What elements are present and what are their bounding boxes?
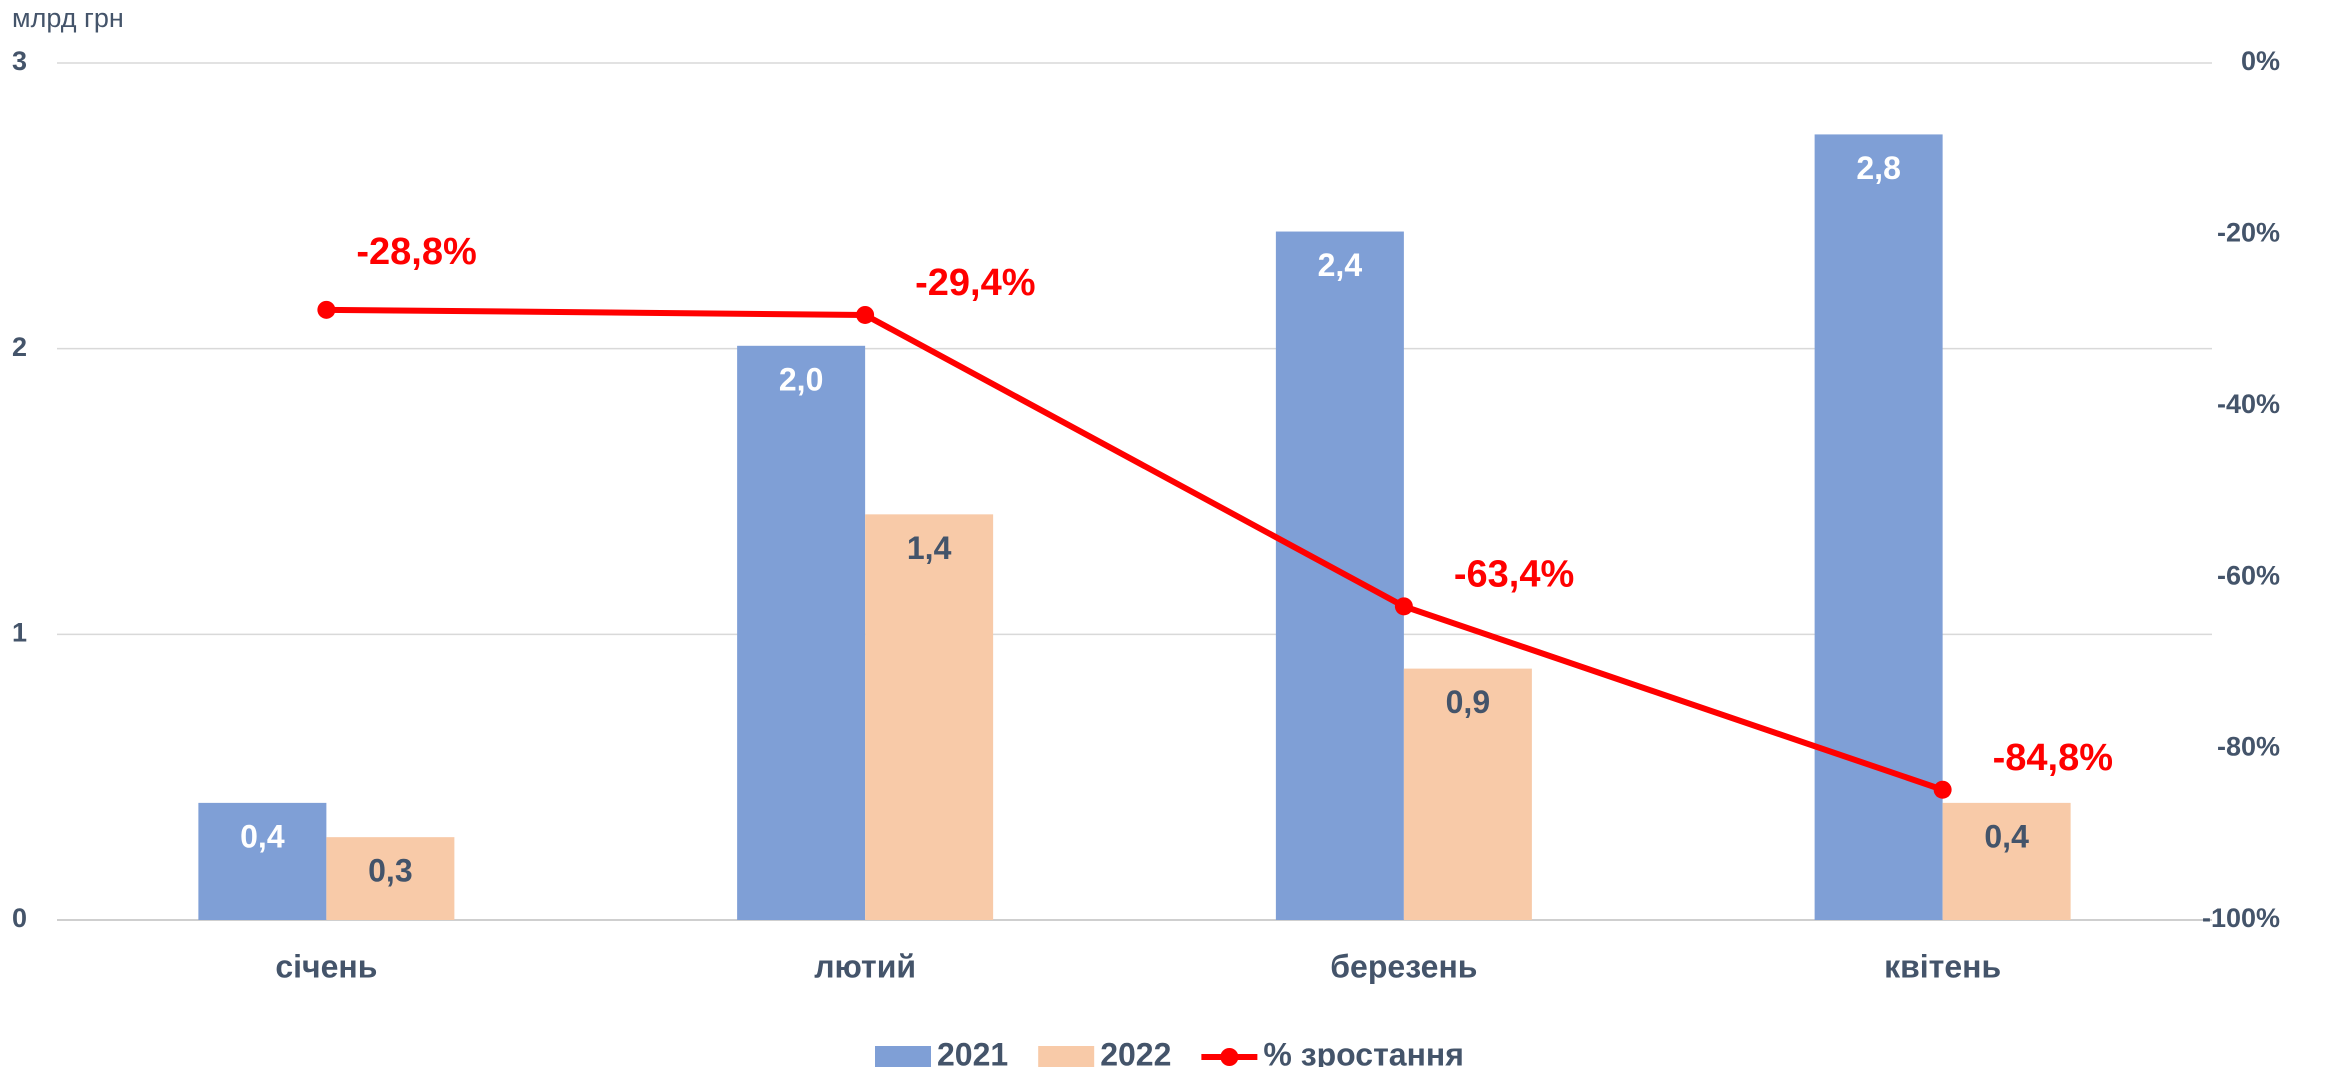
y2-tick-label: 0% xyxy=(2241,46,2280,76)
bar xyxy=(1403,668,1532,920)
legend-label: % зростання xyxy=(1263,1036,1464,1067)
bar xyxy=(1814,134,1943,920)
data-label: -28,8% xyxy=(356,231,476,273)
legend-swatch xyxy=(1038,1046,1095,1067)
data-label: -29,4% xyxy=(915,262,1035,304)
y2-tick-label: -60% xyxy=(2217,560,2280,590)
bar xyxy=(198,802,327,920)
y-tick-label: 0 xyxy=(12,903,27,933)
y-tick-label: 3 xyxy=(12,46,27,76)
line-point xyxy=(856,305,875,324)
y2-tick-label: -80% xyxy=(2217,732,2280,762)
data-label: 1,4 xyxy=(907,530,952,566)
data-label: 2,8 xyxy=(1856,150,1900,186)
line-point xyxy=(1933,780,1952,799)
bar xyxy=(1275,231,1404,920)
data-label: 2,4 xyxy=(1318,247,1363,283)
y2-tick-label: -20% xyxy=(2217,218,2280,248)
y2-tick-label: -100% xyxy=(2202,903,2280,933)
legend-swatch xyxy=(1220,1048,1239,1066)
bar xyxy=(865,514,994,920)
data-label: 0,3 xyxy=(368,853,412,889)
legend-label: 2021 xyxy=(937,1036,1008,1067)
line-point xyxy=(1394,597,1413,616)
y2-tick-label: -40% xyxy=(2217,389,2280,419)
data-label: 0,4 xyxy=(240,818,285,854)
bar xyxy=(1942,802,2071,920)
x-tick-label: березень xyxy=(1330,948,1477,984)
y-tick-label: 1 xyxy=(12,617,27,647)
y-tick-label: 2 xyxy=(12,332,27,362)
data-label: 0,9 xyxy=(1446,684,1490,720)
bar xyxy=(326,837,455,920)
data-label: -84,8% xyxy=(1993,737,2113,779)
line-point xyxy=(317,300,336,319)
data-label: 0,4 xyxy=(1984,818,2029,854)
x-tick-label: лютий xyxy=(814,948,916,984)
data-label: -63,4% xyxy=(1454,553,1574,595)
y-axis-label: млрд грн xyxy=(12,3,124,33)
bar xyxy=(737,345,866,920)
legend-swatch xyxy=(875,1046,931,1067)
legend-label: 2022 xyxy=(1100,1036,1171,1067)
x-tick-label: січень xyxy=(275,948,377,984)
x-tick-label: квітень xyxy=(1884,948,2001,984)
line xyxy=(326,306,1944,793)
data-label: 2,0 xyxy=(779,361,823,397)
